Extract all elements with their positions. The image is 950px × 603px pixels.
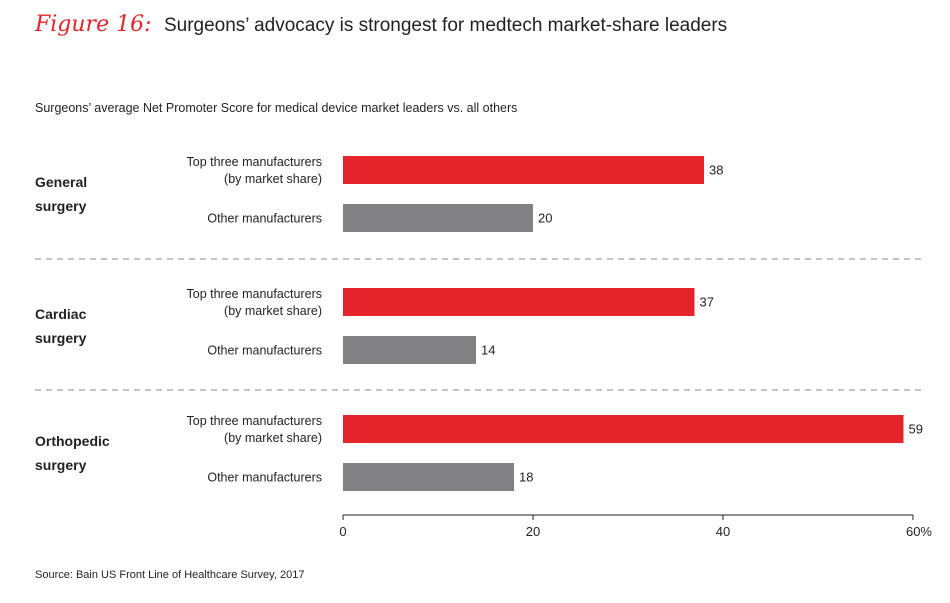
bar-category-label: Top three manufacturers (by market share): [187, 287, 323, 318]
bar-value-label: 38: [709, 163, 723, 178]
bar-category-label-line: (by market share): [224, 304, 322, 318]
group-label: Orthopedic surgery: [35, 433, 110, 473]
group-label-line: surgery: [35, 330, 87, 346]
chart-subtitle: Surgeons’ average Net Promoter Score for…: [35, 101, 518, 115]
group-label: Cardiac surgery: [35, 306, 87, 346]
x-tick-label: 20: [526, 524, 540, 539]
bar-category-label-line: Other manufacturers: [207, 212, 322, 226]
bar-value-label: 59: [909, 422, 923, 437]
figure-title-row: Figure 16: Surgeons’ advocacy is stronge…: [35, 12, 727, 37]
group-label-line: Cardiac: [35, 306, 87, 322]
bar-leaders: [343, 288, 695, 316]
figure-label: Figure 16:: [35, 12, 152, 37]
group-label-line: General: [35, 174, 87, 190]
bar-value-label: 37: [700, 295, 714, 310]
bar-leaders: [343, 415, 904, 443]
bar-category-label: Top three manufacturers (by market share): [187, 155, 323, 186]
bar-others: [343, 204, 533, 232]
bar-category-label-line: Top three manufacturers: [187, 287, 323, 301]
bar-category-label: Other manufacturers: [207, 212, 322, 226]
bar-category-label: Top three manufacturers (by market share): [187, 414, 323, 445]
bar-value-label: 18: [519, 470, 533, 485]
source-note: Source: Bain US Front Line of Healthcare…: [35, 569, 305, 581]
bar-category-label-line: (by market share): [224, 431, 322, 445]
bar-category-label: Other manufacturers: [207, 344, 322, 358]
bar-value-label: 20: [538, 211, 552, 226]
x-tick-label: 0: [339, 524, 346, 539]
bar-category-label-line: Top three manufacturers: [187, 414, 323, 428]
group-label: General surgery: [35, 174, 87, 214]
page-title: Surgeons’ advocacy is strongest for medt…: [163, 15, 728, 36]
bar-category-label: Other manufacturers: [207, 471, 322, 485]
x-tick-label: 60%: [906, 524, 932, 539]
group-label-line: surgery: [35, 457, 87, 473]
x-tick-label: 40: [716, 524, 730, 539]
bar-others: [343, 336, 476, 364]
group-label-line: Orthopedic: [35, 433, 110, 449]
bar-category-label-line: (by market share): [224, 172, 322, 186]
bar-category-label-line: Other manufacturers: [207, 471, 322, 485]
bar-leaders: [343, 156, 704, 184]
bar-category-label-line: Other manufacturers: [207, 344, 322, 358]
bar-value-label: 14: [481, 343, 495, 358]
group-label-line: surgery: [35, 198, 87, 214]
bar-category-label-line: Top three manufacturers: [187, 155, 323, 169]
bar-others: [343, 463, 514, 491]
